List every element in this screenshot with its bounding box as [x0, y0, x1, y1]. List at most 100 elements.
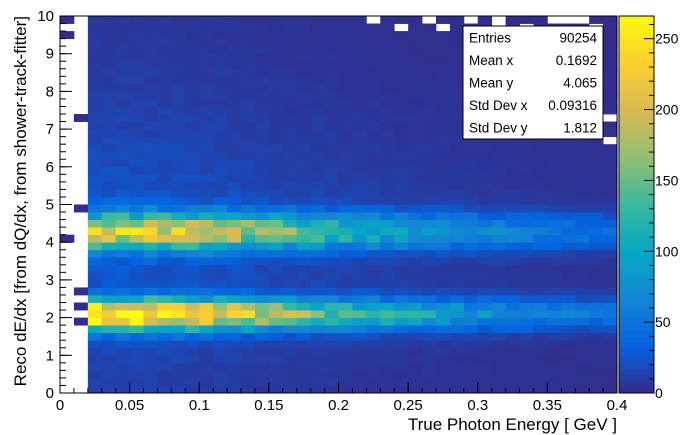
heatmap-cell: [227, 46, 242, 55]
heatmap-cell: [435, 287, 451, 296]
heatmap-cell: [575, 227, 590, 236]
heatmap-cell: [157, 310, 172, 318]
heatmap-cell: [115, 106, 131, 115]
heatmap-cell: [533, 144, 548, 153]
heatmap-cell: [282, 98, 298, 107]
heatmap-cell: [213, 196, 228, 205]
palette-step: [619, 305, 654, 312]
heatmap-cell: [366, 61, 381, 70]
heatmap-cell: [241, 370, 256, 379]
heatmap-cell: [463, 219, 479, 228]
heatmap-cell: [185, 23, 200, 32]
heatmap-cell: [296, 144, 312, 153]
heatmap-cell: [380, 136, 395, 145]
heatmap-cell: [575, 174, 590, 183]
heatmap-cell: [171, 151, 186, 160]
heatmap-cell: [87, 340, 103, 349]
heatmap-cell: [449, 257, 465, 266]
heatmap-cell: [324, 106, 339, 115]
heatmap-cell: [338, 257, 353, 266]
heatmap-cell: [129, 46, 144, 55]
heatmap-cell: [408, 385, 423, 394]
heatmap-cell: [213, 242, 228, 251]
heatmap-cell: [463, 362, 479, 371]
y-tick-label: 2: [46, 310, 54, 327]
heatmap-cell: [227, 181, 242, 190]
heatmap-cell: [408, 302, 423, 311]
heatmap-cell: [185, 362, 200, 371]
heatmap-cell: [241, 53, 256, 62]
x-tick-label: 0.15: [254, 397, 283, 414]
heatmap-cell: [171, 355, 186, 364]
heatmap-cell: [519, 302, 534, 311]
heatmap-cell: [282, 46, 298, 55]
heatmap-cell: [366, 31, 381, 40]
palette-step: [619, 72, 654, 80]
heatmap-cell: [241, 325, 256, 334]
heatmap-cell: [477, 317, 493, 326]
heatmap-cell: [338, 279, 353, 288]
heatmap-cell: [435, 61, 451, 70]
heatmap-cell: [282, 106, 298, 115]
heatmap-cell: [101, 385, 117, 394]
heatmap-cell: [227, 279, 242, 288]
heatmap-cell: [575, 310, 590, 318]
heatmap-cell: [87, 68, 103, 77]
heatmap-cell: [171, 114, 186, 122]
stats-value: 4.065: [563, 76, 597, 91]
heatmap-cell: [157, 340, 172, 349]
heatmap-cell: [268, 151, 284, 160]
heatmap-cell: [477, 264, 493, 273]
heatmap-cell: [101, 310, 117, 318]
heatmap-cell: [199, 159, 214, 168]
heatmap-cell: [352, 159, 367, 168]
heatmap-cell: [505, 227, 520, 236]
palette-step: [619, 298, 654, 306]
heatmap-cell: [366, 362, 381, 371]
heatmap-cell: [575, 355, 590, 364]
heatmap-cell: [380, 370, 395, 379]
heatmap-cell: [575, 204, 590, 213]
heatmap-cell: [491, 310, 506, 318]
heatmap-cell: [366, 114, 381, 122]
heatmap-cell: [254, 144, 270, 153]
heatmap-cell: [268, 302, 284, 311]
heatmap-cell: [575, 159, 590, 168]
heatmap-cell: [380, 377, 395, 386]
heatmap-cell: [575, 272, 590, 281]
heatmap-cell: [324, 68, 339, 77]
heatmap-cell: [491, 355, 506, 364]
heatmap-cell: [422, 91, 437, 100]
heatmap-cell: [589, 272, 604, 281]
heatmap-cell: [463, 212, 479, 220]
heatmap-cell: [185, 332, 200, 341]
heatmap-cell: [589, 234, 604, 243]
heatmap-cell: [254, 212, 270, 220]
heatmap-cell: [185, 151, 200, 160]
heatmap-cell: [213, 370, 228, 379]
heatmap-cell: [463, 325, 479, 334]
heatmap-cell: [87, 204, 103, 213]
heatmap-cell: [199, 362, 214, 371]
y-tick-label: 10: [37, 8, 54, 25]
heatmap-cell: [575, 325, 590, 334]
heatmap-cell: [435, 279, 451, 288]
heatmap-cell: [575, 166, 590, 175]
heatmap-cell: [491, 362, 506, 371]
heatmap-cell: [533, 340, 548, 349]
heatmap-cell: [310, 385, 325, 394]
heatmap-cell: [185, 68, 200, 77]
heatmap-cell: [463, 204, 479, 213]
heatmap-cell: [366, 279, 381, 288]
heatmap-cell: [115, 385, 131, 394]
palette-step: [619, 242, 654, 249]
heatmap-cell: [213, 385, 228, 394]
heatmap-cell: [603, 83, 618, 92]
heatmap-cell: [352, 144, 367, 153]
heatmap-cell: [199, 219, 214, 228]
heatmap-cell: [157, 98, 172, 107]
heatmap-cell: [310, 242, 325, 251]
heatmap-cell: [171, 287, 186, 296]
heatmap-cell: [352, 385, 367, 394]
heatmap-cell: [366, 23, 381, 32]
